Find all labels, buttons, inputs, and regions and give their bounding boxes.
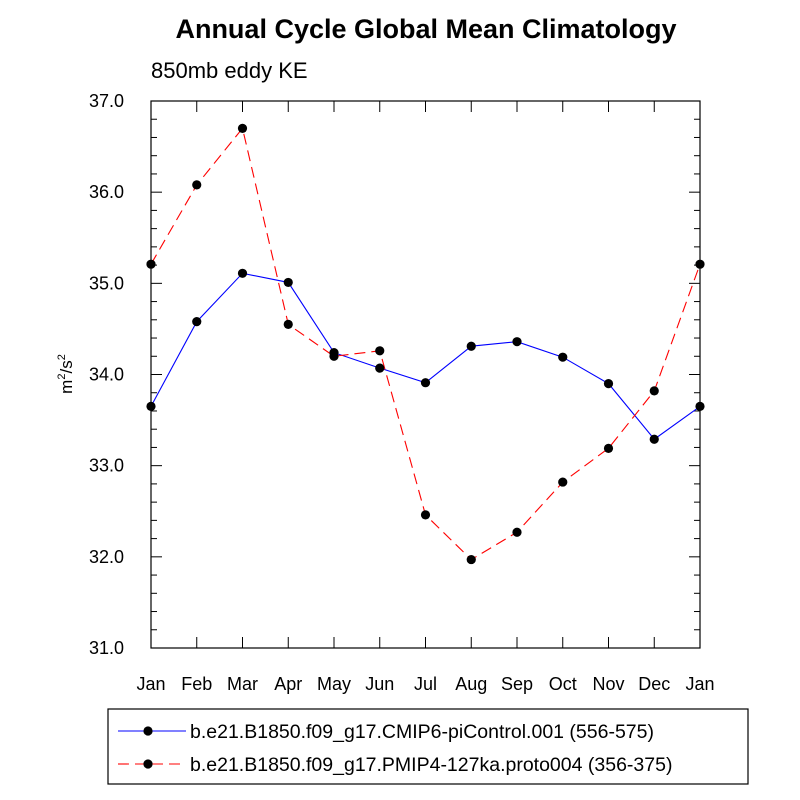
y-tick-labels: 31.0 32.0 33.0 34.0 35.0 36.0 37.0 — [89, 91, 124, 658]
chart-subtitle: 850mb eddy KE — [151, 58, 308, 83]
series-lines — [150, 127, 701, 561]
legend: b.e21.B1850.f09_g17.CMIP6-piControl.001 … — [107, 708, 749, 785]
legend-marker-1 — [143, 726, 153, 736]
data-point — [558, 477, 568, 487]
data-point — [192, 317, 202, 327]
x-tick-label: Aug — [455, 674, 487, 694]
plot-frame — [150, 100, 701, 649]
data-point — [375, 363, 385, 373]
x-tick-label: Jan — [136, 674, 165, 694]
x-tick-label: Dec — [638, 674, 670, 694]
y-axis-label-mid: /s — [57, 360, 76, 373]
y-tick-label: 31.0 — [89, 638, 124, 658]
x-tick-label: Mar — [227, 674, 258, 694]
x-tick-label: May — [317, 674, 351, 694]
x-tick-label: Jul — [414, 674, 437, 694]
data-point — [512, 527, 522, 537]
data-point — [603, 379, 614, 389]
y-axis-label-base: m — [57, 380, 76, 394]
data-point — [466, 341, 476, 351]
data-point — [283, 319, 293, 329]
data-point — [283, 277, 293, 288]
legend-label-1: b.e21.B1850.f09_g17.CMIP6-piControl.001 … — [190, 721, 654, 743]
data-point — [558, 352, 568, 362]
series-line-1 — [150, 272, 701, 440]
y-tick-label: 32.0 — [89, 547, 124, 567]
data-point — [192, 180, 202, 190]
series-points — [146, 123, 705, 565]
legend-entries: b.e21.B1850.f09_g17.CMIP6-piControl.001 … — [118, 721, 672, 776]
data-point — [375, 346, 385, 356]
y-axis-label-sup2: 2 — [56, 354, 68, 360]
legend-box — [107, 708, 749, 785]
legend-marker-2 — [143, 759, 153, 769]
x-tick-label: Jun — [365, 674, 394, 694]
data-point — [420, 510, 431, 520]
y-tick-label: 36.0 — [89, 182, 124, 202]
series-line-2 — [150, 127, 701, 561]
legend-label-2: b.e21.B1850.f09_g17.PMIP4-127ka.proto004… — [190, 754, 672, 776]
data-point — [512, 337, 522, 347]
axis-ticks — [150, 100, 701, 649]
x-tick-label: Nov — [592, 674, 624, 694]
x-tick-label: Jan — [685, 674, 714, 694]
data-point — [237, 268, 248, 278]
x-tick-label: Sep — [501, 674, 533, 694]
data-point — [649, 434, 659, 444]
x-tick-labels: Jan Feb Mar Apr May Jun Jul Aug Sep Oct Nov Dec Jan — [136, 674, 714, 694]
data-point — [649, 386, 659, 396]
y-tick-label: 34.0 — [89, 365, 124, 385]
y-tick-label: 37.0 — [89, 91, 124, 111]
y-tick-label: 33.0 — [89, 456, 124, 476]
data-point — [603, 443, 614, 453]
data-point — [420, 378, 431, 388]
x-tick-label: Apr — [274, 674, 302, 694]
x-tick-label: Feb — [181, 674, 212, 694]
y-axis-label: m2/s2 — [56, 354, 76, 394]
data-point — [466, 554, 476, 565]
x-tick-label: Oct — [549, 674, 577, 694]
chart-title: Annual Cycle Global Mean Climatology — [175, 14, 676, 44]
data-point — [329, 351, 339, 361]
data-point — [237, 123, 248, 133]
y-axis-label-sup1: 2 — [56, 374, 68, 380]
y-tick-label: 35.0 — [89, 273, 124, 293]
